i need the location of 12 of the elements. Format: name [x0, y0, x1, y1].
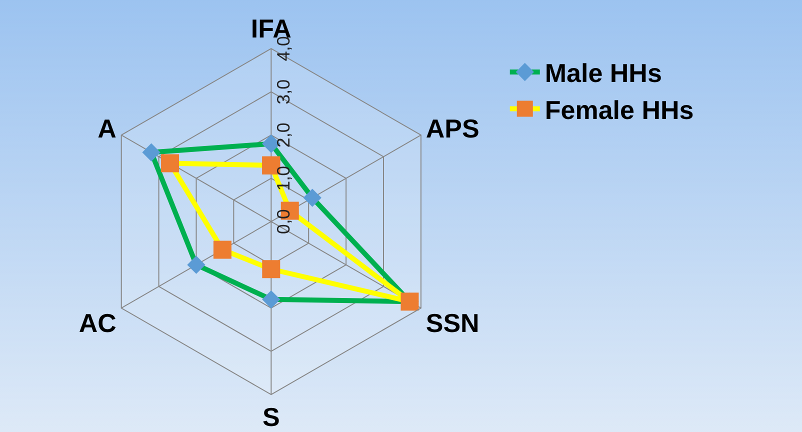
spoke-label: A: [98, 114, 117, 144]
spoke-label: APS: [426, 114, 480, 144]
legend-label: Female HHs: [544, 94, 694, 125]
legend-label: Male HHs: [544, 58, 662, 88]
spoke-label: S: [262, 402, 280, 432]
y-tick-label: 1,0: [274, 166, 294, 191]
spoke-label: AC: [78, 308, 117, 338]
y-tick-label: 4,0: [274, 36, 294, 62]
y-tick-label: 3,0: [274, 79, 294, 104]
y-tick-label: 2,0: [274, 122, 294, 148]
spoke-label: SSN: [426, 308, 480, 338]
y-tick-label: 0,0: [274, 209, 294, 234]
